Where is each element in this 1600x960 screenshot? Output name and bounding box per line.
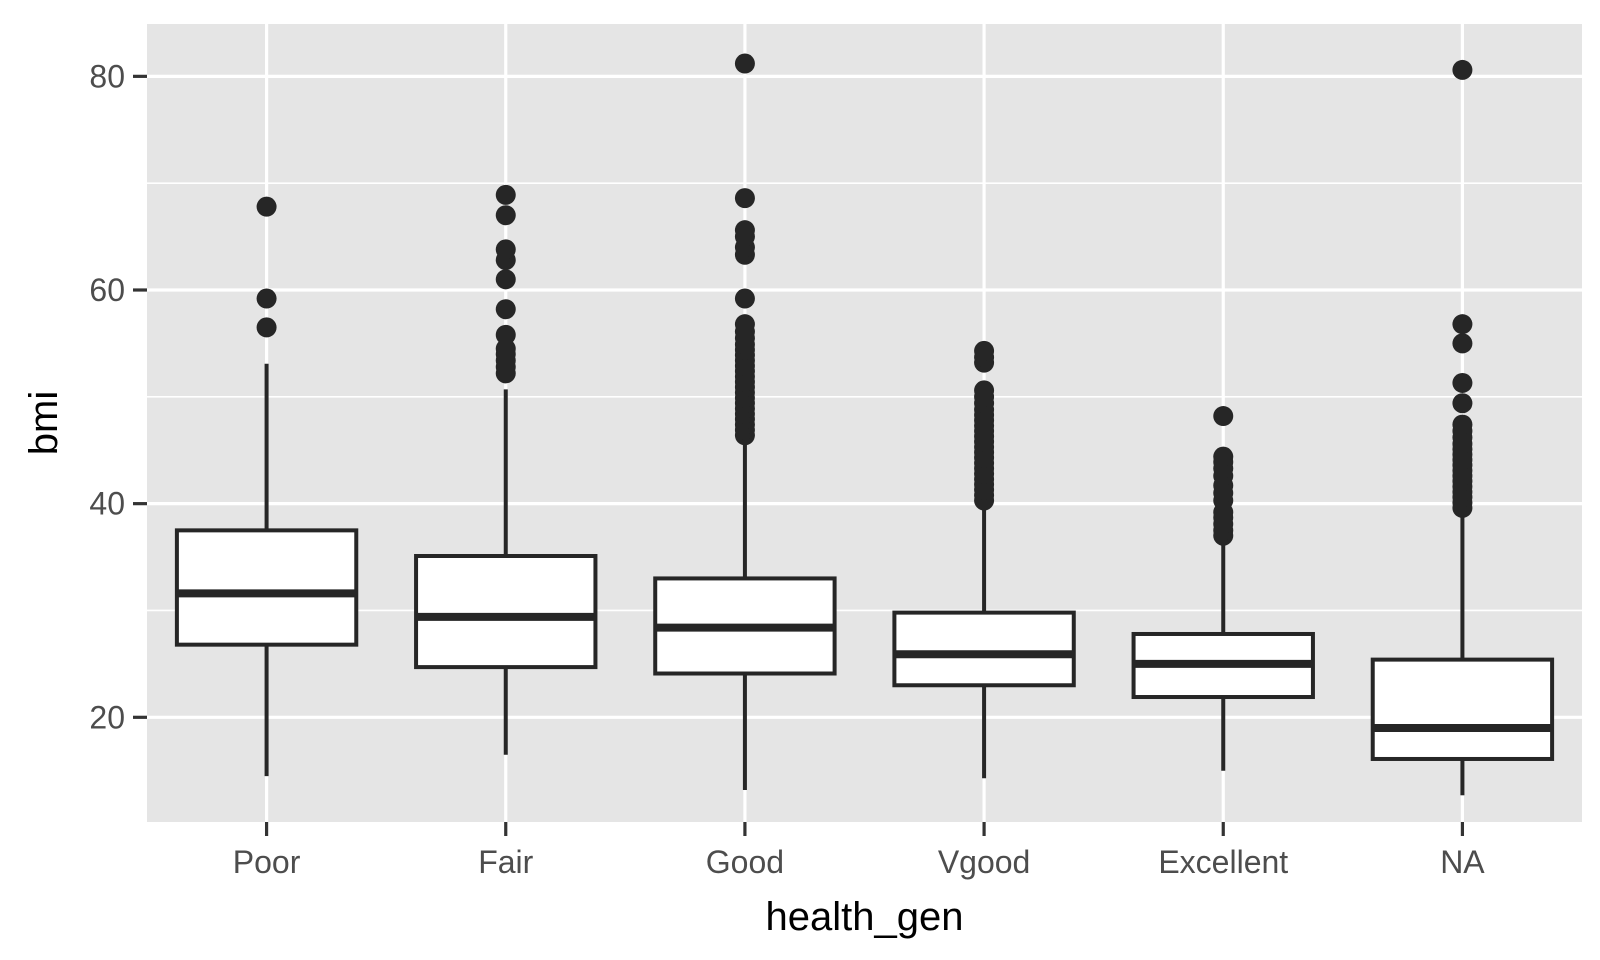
outlier-point-fair (495, 205, 516, 226)
x-tick-label-good: Good (706, 844, 784, 880)
iqr-box-na (1370, 657, 1555, 761)
outlier-point-fair (495, 324, 516, 345)
outlier-point-fair (495, 239, 516, 260)
box-poor (174, 196, 359, 777)
minor-gridlines (147, 182, 1582, 825)
outlier-point-vgood (974, 340, 995, 361)
x-axis-title: health_gen (766, 895, 964, 939)
x-tick-label-vgood: Vgood (938, 844, 1031, 880)
outlier-point-poor (256, 196, 277, 217)
outlier-point-poor (256, 317, 277, 338)
outlier-point-fair (495, 184, 516, 205)
outlier-point-fair (495, 299, 516, 320)
iqr-box-fair (414, 554, 598, 670)
outlier-point-good (734, 53, 755, 74)
box-fair (414, 184, 598, 755)
box-layer (174, 53, 1555, 796)
outlier-point-fair (495, 269, 516, 290)
y-tick-label: 20 (89, 699, 125, 735)
box-good (653, 53, 837, 790)
y-axis-title: bmi (22, 391, 66, 455)
outlier-point-excellent (1213, 446, 1234, 467)
x-tick-label-na: NA (1440, 844, 1485, 880)
iqr-box-poor (174, 528, 359, 647)
iqr-box-vgood (892, 610, 1076, 688)
outlier-point-good (734, 288, 755, 309)
x-axis: Poor Fair Good Vgood Excellent NA (233, 822, 1485, 880)
outlier-point-na (1452, 59, 1473, 80)
x-tick-label-poor: Poor (233, 844, 301, 880)
box-na (1370, 59, 1555, 796)
outlier-point-na (1452, 333, 1473, 354)
y-tick-label: 40 (89, 486, 125, 522)
outlier-point-poor (256, 288, 277, 309)
outlier-point-na (1452, 393, 1473, 414)
x-tick-label-excellent: Excellent (1158, 844, 1288, 880)
y-tick-label: 60 (89, 272, 125, 308)
outlier-point-na (1452, 414, 1473, 435)
y-axis: 20 40 60 80 (89, 58, 147, 735)
box-excellent (1131, 406, 1315, 771)
plot-panel-background (147, 24, 1582, 822)
outlier-point-excellent (1213, 406, 1234, 427)
y-tick-label: 80 (89, 58, 125, 94)
outlier-point-good (734, 188, 755, 209)
outlier-point-na (1452, 314, 1473, 335)
x-tick-label-fair: Fair (478, 844, 533, 880)
outlier-point-good (734, 220, 755, 241)
outlier-point-na (1452, 372, 1473, 393)
box-vgood (892, 340, 1076, 779)
outlier-point-good (734, 314, 755, 335)
outlier-point-vgood (974, 380, 995, 401)
outlier-point-fair (495, 338, 516, 359)
